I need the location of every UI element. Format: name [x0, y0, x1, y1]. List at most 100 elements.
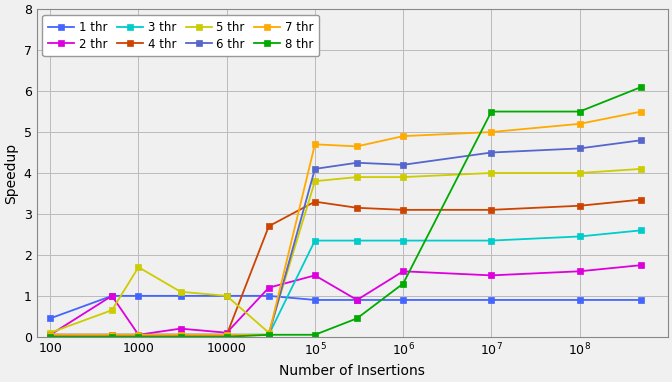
8 thr: [222, 335, 230, 339]
2 thr: [353, 298, 361, 302]
7 thr: [637, 109, 645, 114]
7 thr: [353, 144, 361, 149]
5 thr: [576, 171, 584, 175]
4 thr: [399, 207, 407, 212]
2 thr: [222, 330, 230, 335]
4 thr: [177, 332, 185, 337]
7 thr: [134, 332, 142, 337]
8 thr: [134, 335, 142, 339]
1 thr: [265, 294, 273, 298]
3 thr: [311, 238, 319, 243]
5 thr: [108, 308, 116, 312]
6 thr: [108, 332, 116, 337]
2 thr: [311, 273, 319, 278]
6 thr: [487, 150, 495, 155]
7 thr: [108, 332, 116, 337]
5 thr: [311, 179, 319, 183]
8 thr: [177, 335, 185, 339]
8 thr: [576, 109, 584, 114]
7 thr: [265, 332, 273, 337]
Line: 6 thr: 6 thr: [47, 137, 644, 338]
5 thr: [134, 265, 142, 269]
4 thr: [265, 224, 273, 228]
Y-axis label: Speedup: Speedup: [4, 142, 18, 204]
3 thr: [399, 238, 407, 243]
4 thr: [353, 206, 361, 210]
3 thr: [222, 332, 230, 337]
3 thr: [46, 332, 54, 337]
4 thr: [311, 199, 319, 204]
5 thr: [222, 294, 230, 298]
5 thr: [399, 175, 407, 180]
7 thr: [311, 142, 319, 147]
8 thr: [399, 281, 407, 286]
8 thr: [108, 335, 116, 339]
4 thr: [576, 204, 584, 208]
7 thr: [46, 332, 54, 337]
1 thr: [399, 298, 407, 302]
2 thr: [177, 326, 185, 331]
6 thr: [637, 138, 645, 142]
Line: 1 thr: 1 thr: [47, 293, 644, 322]
5 thr: [637, 167, 645, 171]
4 thr: [637, 197, 645, 202]
2 thr: [576, 269, 584, 274]
1 thr: [46, 316, 54, 320]
1 thr: [353, 298, 361, 302]
X-axis label: Number of Insertions: Number of Insertions: [280, 364, 425, 378]
Legend: 1 thr, 2 thr, 3 thr, 4 thr, 5 thr, 6 thr, 7 thr, 8 thr: 1 thr, 2 thr, 3 thr, 4 thr, 5 thr, 6 thr…: [42, 15, 319, 57]
2 thr: [108, 294, 116, 298]
Line: 8 thr: 8 thr: [47, 84, 644, 340]
7 thr: [222, 332, 230, 337]
3 thr: [134, 332, 142, 337]
7 thr: [177, 332, 185, 337]
5 thr: [487, 171, 495, 175]
4 thr: [134, 332, 142, 337]
8 thr: [265, 332, 273, 337]
4 thr: [487, 207, 495, 212]
8 thr: [637, 85, 645, 89]
Line: 2 thr: 2 thr: [47, 262, 644, 338]
6 thr: [265, 332, 273, 337]
3 thr: [108, 332, 116, 337]
6 thr: [177, 332, 185, 337]
7 thr: [576, 121, 584, 126]
2 thr: [134, 332, 142, 337]
5 thr: [265, 330, 273, 335]
2 thr: [637, 263, 645, 267]
3 thr: [637, 228, 645, 233]
6 thr: [134, 332, 142, 337]
4 thr: [108, 332, 116, 337]
8 thr: [487, 109, 495, 114]
3 thr: [177, 332, 185, 337]
2 thr: [487, 273, 495, 278]
1 thr: [487, 298, 495, 302]
7 thr: [399, 134, 407, 138]
3 thr: [487, 238, 495, 243]
2 thr: [46, 332, 54, 337]
2 thr: [399, 269, 407, 274]
2 thr: [265, 285, 273, 290]
8 thr: [311, 332, 319, 337]
1 thr: [177, 294, 185, 298]
3 thr: [576, 234, 584, 239]
4 thr: [222, 332, 230, 337]
1 thr: [134, 294, 142, 298]
1 thr: [311, 298, 319, 302]
8 thr: [353, 316, 361, 320]
3 thr: [265, 332, 273, 337]
6 thr: [46, 332, 54, 337]
6 thr: [399, 162, 407, 167]
1 thr: [637, 298, 645, 302]
Line: 7 thr: 7 thr: [47, 108, 644, 338]
5 thr: [353, 175, 361, 180]
6 thr: [576, 146, 584, 151]
1 thr: [576, 298, 584, 302]
Line: 5 thr: 5 thr: [47, 166, 644, 336]
6 thr: [353, 160, 361, 165]
6 thr: [222, 332, 230, 337]
4 thr: [46, 332, 54, 337]
Line: 3 thr: 3 thr: [47, 227, 644, 338]
3 thr: [353, 238, 361, 243]
Line: 4 thr: 4 thr: [47, 196, 644, 338]
